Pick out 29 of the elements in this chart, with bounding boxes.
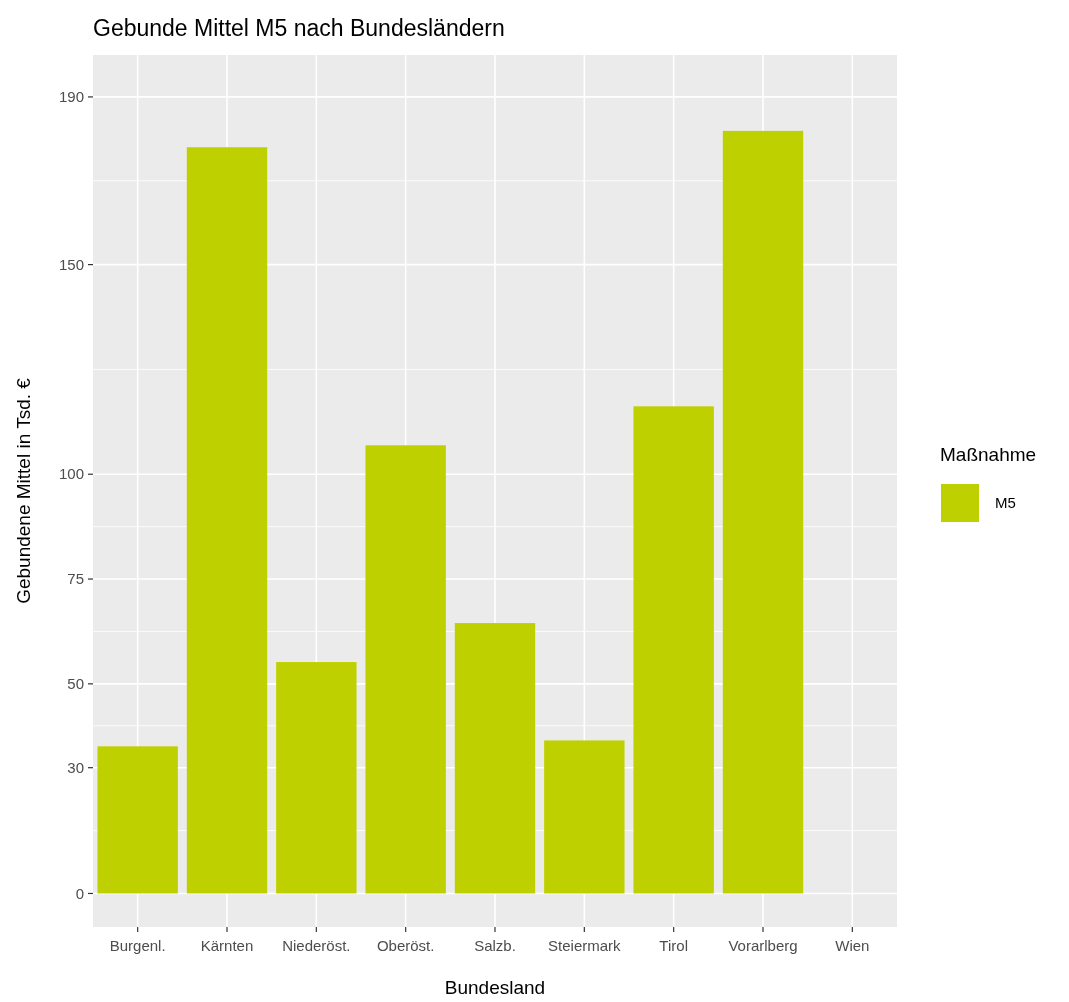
bar: [454, 623, 536, 894]
y-tick-label: 30: [67, 758, 84, 776]
text: M5: [995, 494, 1016, 512]
y-tick-label: 0: [75, 884, 84, 902]
y-tick-label: 75: [67, 570, 84, 588]
x-tick-label: Steiermark: [548, 937, 622, 954]
bar: [276, 662, 357, 894]
x-tick-label: Salzb.: [474, 937, 516, 954]
bar: [97, 746, 178, 894]
y-tick-label: 150: [58, 255, 84, 273]
y-axis-title: Gebundene Mittel in Tsd. €: [13, 377, 34, 604]
chart-title: Gebunde Mittel M5 nach Bundesländern: [93, 15, 505, 41]
bar: [186, 147, 268, 894]
bar: [722, 130, 804, 894]
x-tick-label: Oberöst.: [376, 937, 435, 954]
bar: [544, 740, 625, 894]
x-tick-label: Wien: [835, 937, 870, 954]
x-tick-label: Burgenl.: [109, 937, 166, 954]
x-tick-label: Niederöst.: [282, 937, 351, 954]
y-tick-label: 190: [58, 88, 84, 106]
x-tick-label: Vorarlberg: [728, 937, 798, 954]
x-axis-title: Bundesland: [444, 977, 546, 998]
bar: [633, 406, 714, 894]
legend-title: Maßnahme: [940, 444, 1037, 465]
y-tick-label: 50: [67, 675, 84, 693]
y-tick-label: 100: [58, 465, 84, 483]
x-tick-label: Tirol: [659, 937, 688, 954]
x-tick-label: Kärnten: [200, 937, 254, 954]
bar: [365, 445, 446, 894]
